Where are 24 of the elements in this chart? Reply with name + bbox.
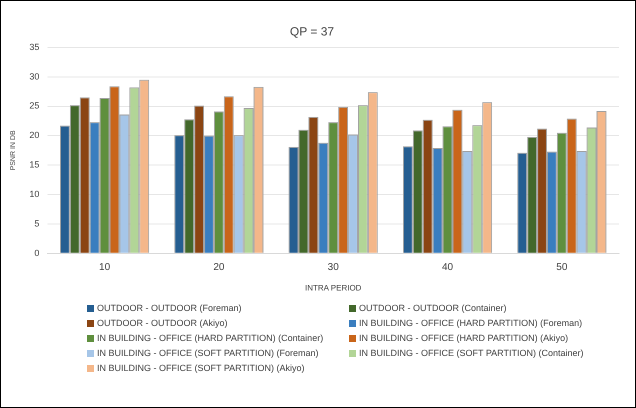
y-tick-label: 10 [29,189,40,200]
x-tick-label: 50 [556,262,568,274]
x-tick-label: 30 [328,262,340,274]
y-tick-label: 20 [29,130,40,140]
legend-label: IN BUILDING - OFFICE (SOFT PARTITION) (Akiyo) [97,363,305,373]
y-tick-label: 0 [34,248,40,258]
y-tick-label: 35 [29,42,40,52]
legend-label: OUTDOOR - OUTDOOR (Container) [359,303,507,313]
y-tick-label: 5 [34,218,40,228]
x-tick-label: 10 [99,262,111,274]
legend-label: OUTDOOR - OUTDOOR (Foreman) [97,303,242,313]
legend-label: OUTDOOR - OUTDOOR (Akiyo) [97,318,228,328]
x-tick-label: 40 [442,262,454,274]
legend-label: IN BUILDING - OFFICE (HARD PARTITION) (Foreman) [359,318,582,328]
y-tick-label: 25 [29,100,40,111]
y-tick-label: 15 [29,160,40,170]
x-axis-title: INTRA PERIOD [304,283,362,292]
chart-title: QP = 37 [290,24,334,39]
x-tick-label: 20 [213,262,225,274]
legend-label: IN BUILDING - OFFICE (HARD PARTITION) (Akiyo) [359,333,568,343]
legend-label: IN BUILDING - OFFICE (SOFT PARTITION) (Container) [359,348,584,358]
legend-label: IN BUILDING - OFFICE (HARD PARTITION) (Container) [97,333,324,343]
y-tick-label: 30 [29,71,40,82]
legend-label: IN BUILDING - OFFICE (SOFT PARTITION) (Foreman) [97,348,319,358]
